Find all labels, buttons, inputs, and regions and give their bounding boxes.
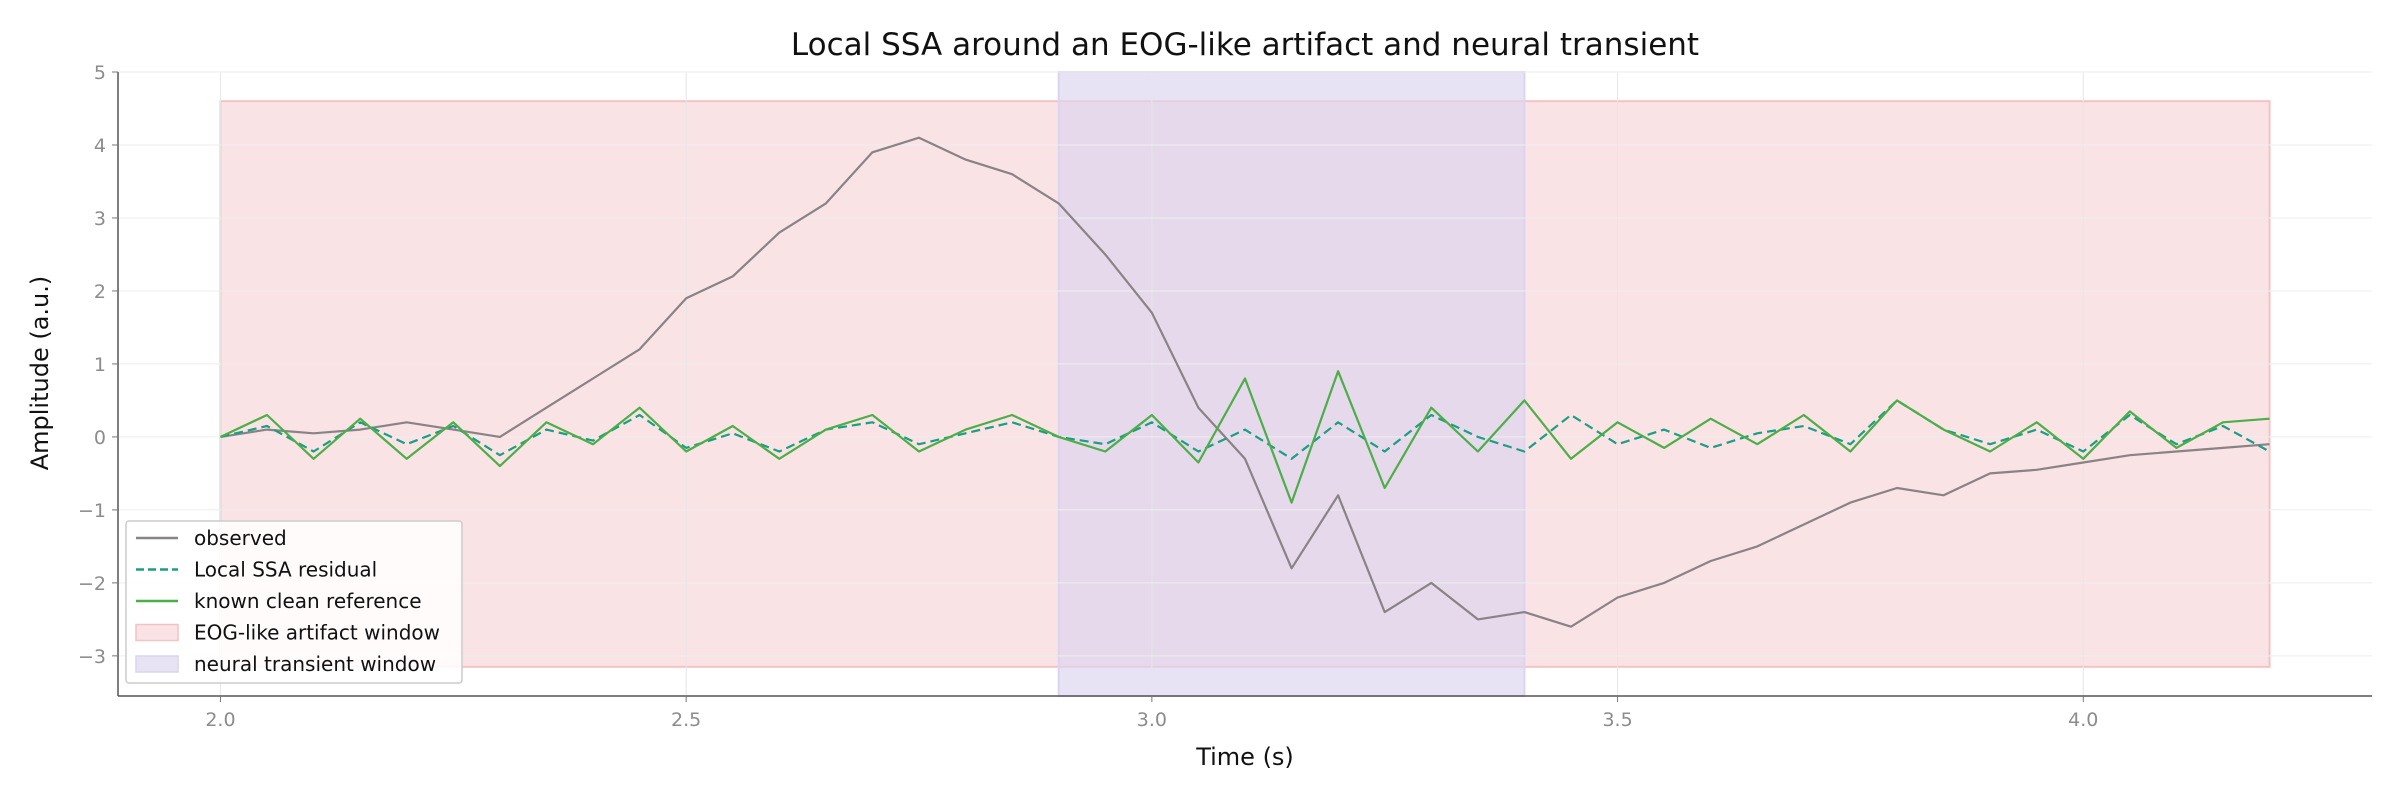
y-tick-label-7: 3 [94, 208, 106, 230]
series-line-1 [220, 136, 2270, 628]
legend-label-2: Local SSA residual [194, 558, 377, 582]
x-axis-label: Time (s) [1195, 743, 1294, 771]
x-tick-label-3: 3.0 [1137, 709, 1167, 731]
x-tick-label-1: 2.0 [205, 709, 235, 731]
shaded-regions [219, 71, 2271, 697]
legend-swatch-4 [135, 623, 179, 642]
y-tick-label-3: −1 [78, 500, 106, 522]
legend-label-5: neural transient window [194, 652, 436, 676]
legend-label-3: known clean reference [194, 589, 422, 613]
series-line-3 [220, 370, 2270, 504]
y-tick-label-1: −3 [78, 646, 106, 668]
legend-label-4: EOG-like artifact window [194, 621, 440, 645]
y-tick-label-2: −2 [78, 573, 106, 595]
series-lines [220, 136, 2271, 628]
tick-labels: 2.0 2.5 3.0 3.5 4.0 −3 −2 −1 0 1 2 3 4 5 [78, 62, 2098, 731]
y-tick-label-8: 4 [94, 135, 106, 157]
y-axis-label: Amplitude (a.u.) [26, 276, 54, 471]
y-tick-label-4: 0 [94, 427, 106, 449]
legend-box [125, 520, 463, 684]
y-tick-label-6: 2 [94, 281, 106, 303]
legend-swatch-5 [135, 655, 179, 673]
legend: observed Local SSA residual known clean re… [125, 520, 463, 684]
axes [117, 72, 2372, 697]
y-tick-label-9: 5 [94, 62, 106, 84]
gridlines [118, 71, 2372, 696]
x-tick-label-4: 3.5 [1602, 709, 1632, 731]
y-tick-label-5: 1 [94, 354, 106, 376]
legend-label-1: observed [194, 526, 287, 550]
shaded-region-2 [1057, 71, 1526, 697]
chart-title: Local SSA around an EOG-like artifact an… [791, 27, 1699, 63]
x-tick-label-5: 4.0 [2068, 709, 2098, 731]
x-tick-label-2: 2.5 [671, 709, 701, 731]
